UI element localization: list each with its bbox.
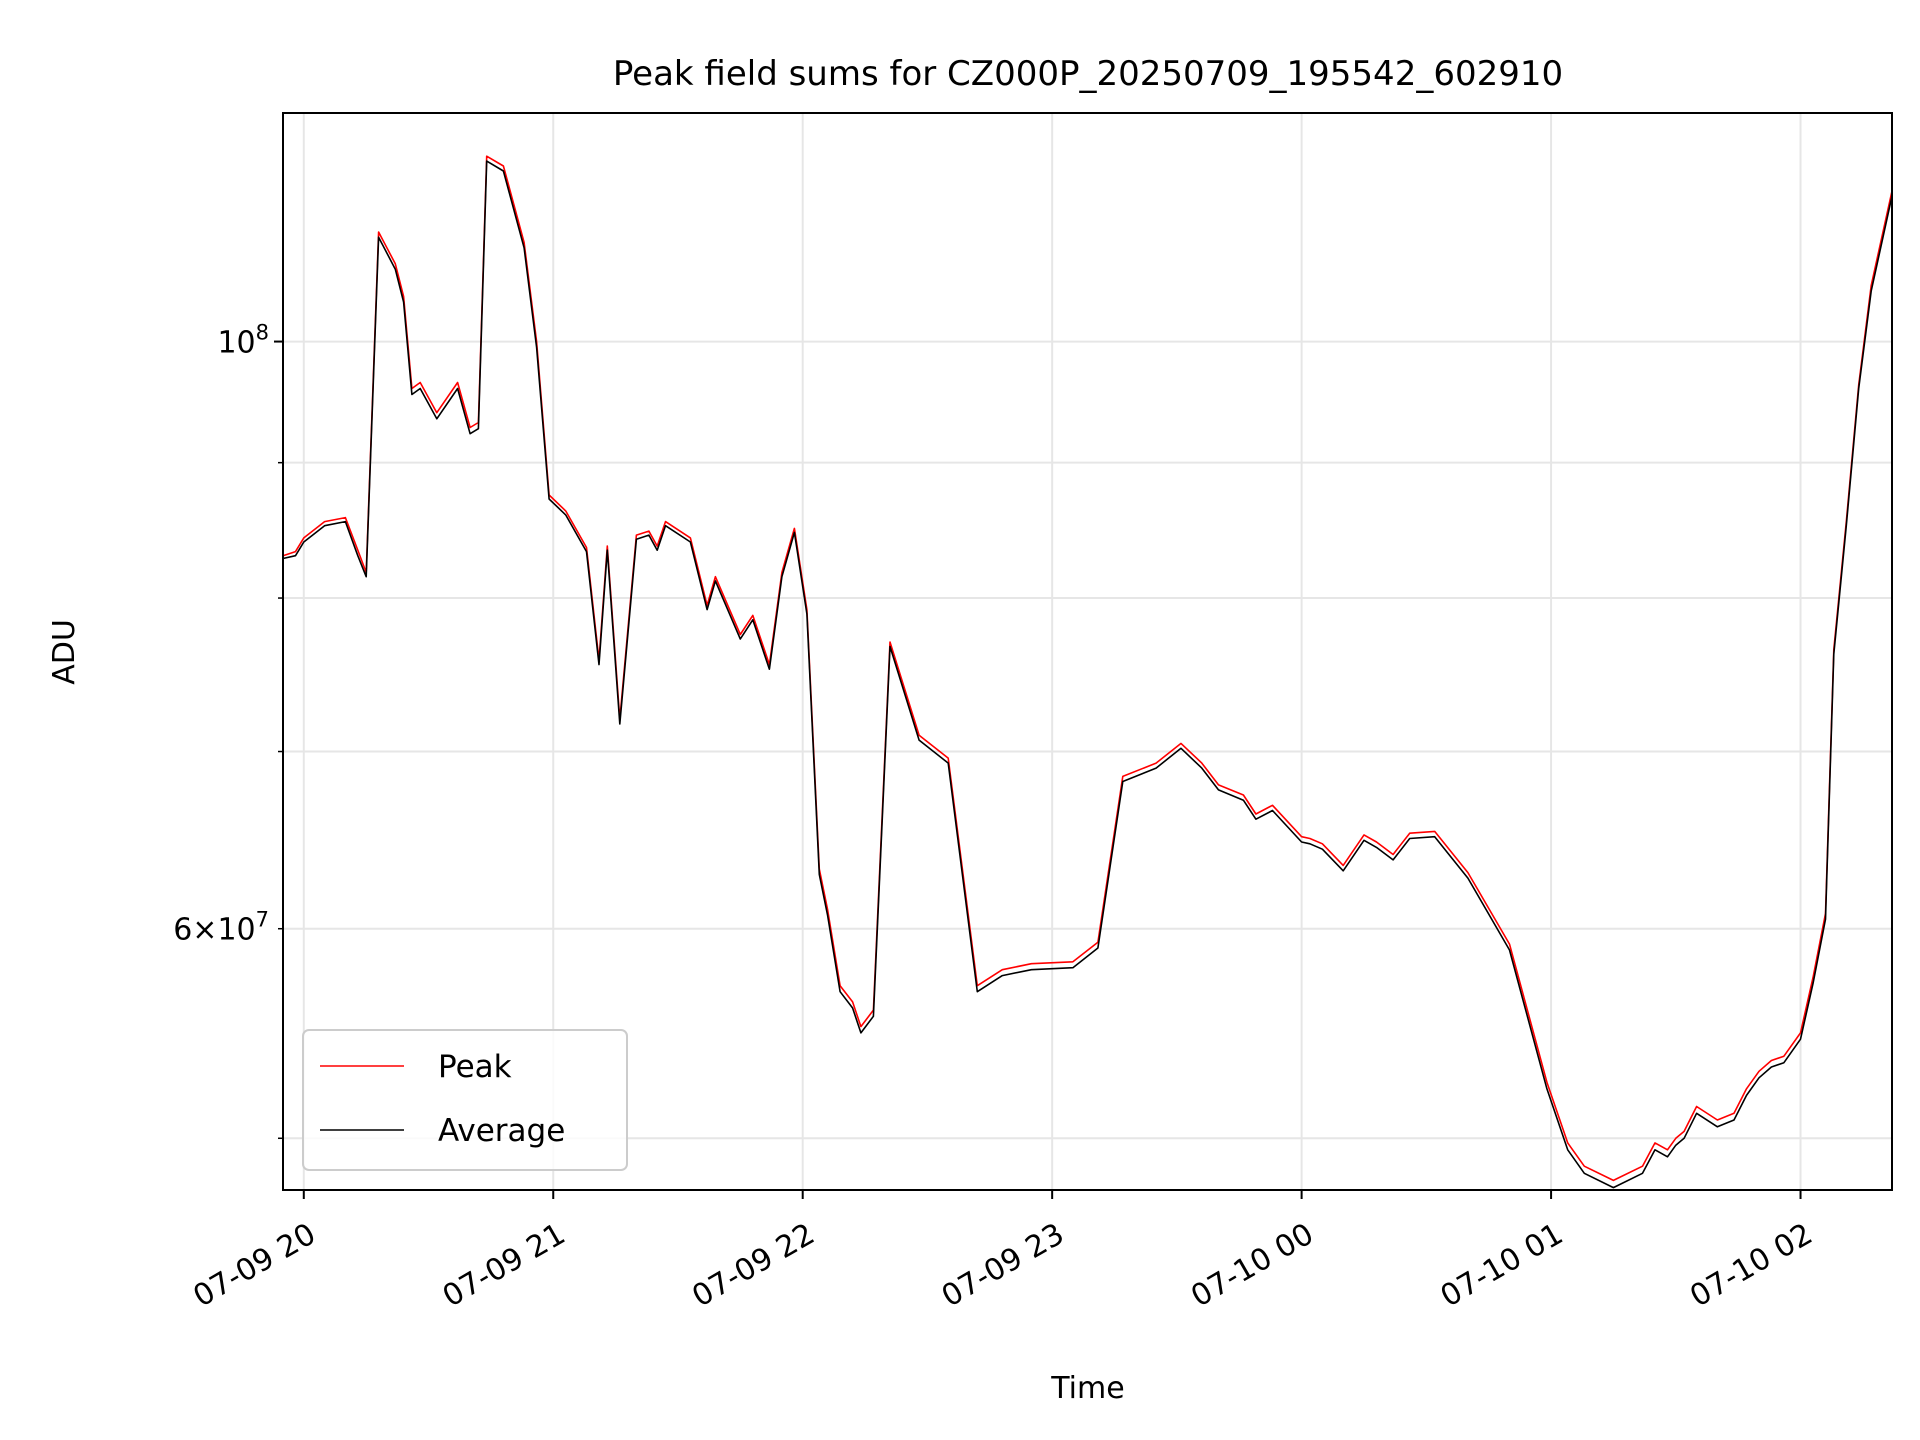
- series-line-average: [282, 160, 1893, 1189]
- y-tick-label: 6×107: [173, 908, 269, 948]
- y-axis-label: ADU: [47, 619, 82, 685]
- y-axis: 6×107 108: [173, 321, 283, 1140]
- legend-label-average: Average: [438, 1113, 565, 1149]
- x-axis-label: Time: [1050, 1371, 1124, 1406]
- chart-title: Peak field sums for CZ000P_20250709_1955…: [613, 54, 1563, 94]
- series-group: [282, 155, 1893, 1189]
- legend: Peak Average: [302, 1029, 628, 1171]
- legend-box: [302, 1029, 628, 1171]
- grid: [283, 113, 1892, 1190]
- plot-frame: [282, 112, 1893, 1191]
- legend-label-peak: Peak: [438, 1049, 512, 1085]
- y-tick-label: 108: [217, 321, 269, 361]
